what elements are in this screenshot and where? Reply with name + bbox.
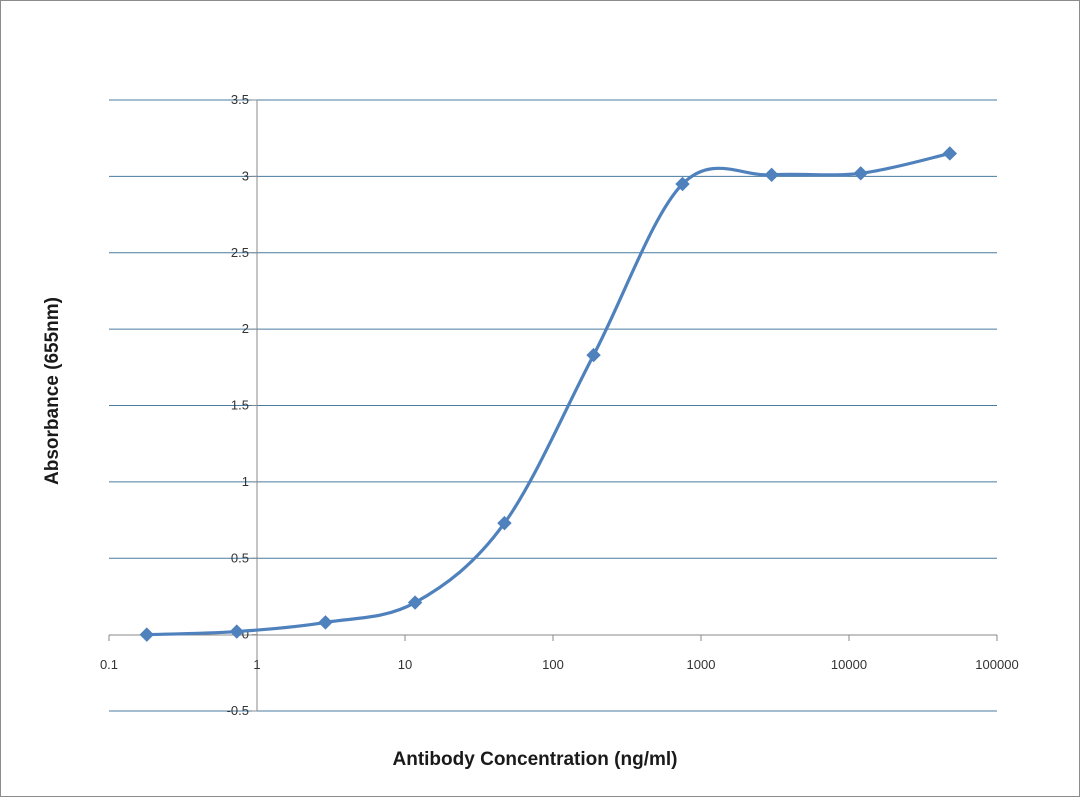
y-tick-label: -0.5 bbox=[227, 703, 249, 718]
x-tick-label: 100 bbox=[542, 657, 564, 672]
x-tick-label: 1 bbox=[253, 657, 260, 672]
x-axis-title: Antibody Concentration (ng/ml) bbox=[393, 749, 678, 770]
data-point-marker bbox=[407, 595, 423, 610]
y-tick-label: 3 bbox=[242, 168, 249, 183]
data-point-marker bbox=[318, 615, 333, 630]
data-point-marker bbox=[675, 176, 690, 192]
y-axis-title: Absorbance (655nm) bbox=[42, 297, 63, 485]
y-tick-label: 0 bbox=[242, 627, 249, 642]
y-tick-labels: -0.5 0 0.5 1 1.5 2 2.5 3 3.5 bbox=[227, 92, 249, 718]
y-tick-label: 0.5 bbox=[231, 550, 249, 565]
x-tick-labels: 0.1 1 10 100 1000 10000 100000 bbox=[100, 657, 1019, 672]
x-tick-label: 100000 bbox=[975, 657, 1018, 672]
x-tick-label: 10 bbox=[398, 657, 412, 672]
data-point-marker bbox=[139, 627, 154, 642]
x-tick-label: 10000 bbox=[831, 657, 867, 672]
data-point-marker bbox=[229, 624, 244, 639]
x-tick-label: 1000 bbox=[687, 657, 716, 672]
series bbox=[139, 146, 958, 642]
x-tick-label: 0.1 bbox=[100, 657, 118, 672]
data-point-marker bbox=[853, 166, 868, 181]
data-point-marker bbox=[586, 347, 601, 363]
y-tick-label: 1.5 bbox=[231, 398, 249, 413]
y-tick-label: 2.5 bbox=[231, 245, 249, 260]
y-tick-label: 1 bbox=[242, 474, 249, 489]
data-point-marker bbox=[497, 515, 512, 531]
axes bbox=[108, 99, 998, 712]
series-line bbox=[145, 151, 952, 637]
y-tick-label: 2 bbox=[242, 321, 249, 336]
data-point-marker bbox=[942, 146, 958, 161]
data-point-marker bbox=[764, 167, 779, 183]
y-tick-label: 3.5 bbox=[231, 92, 249, 107]
